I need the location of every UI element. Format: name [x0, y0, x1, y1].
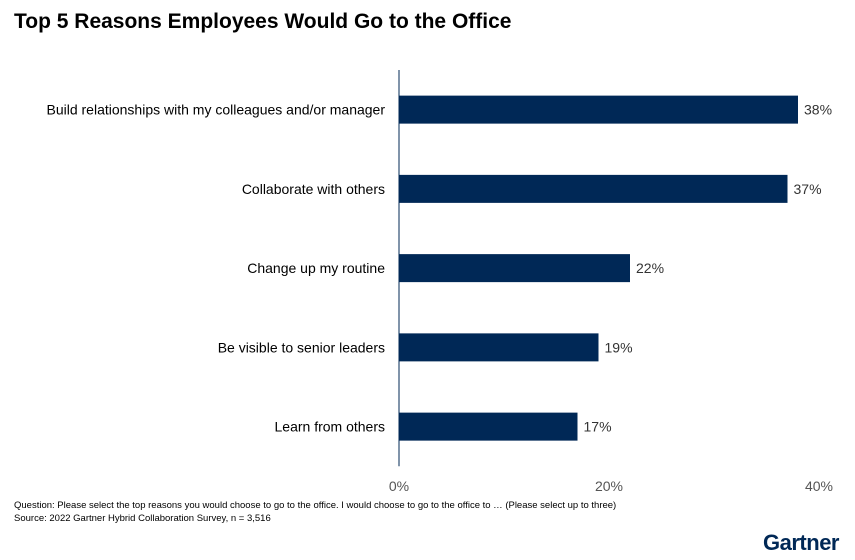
category-label: Change up my routine	[247, 260, 385, 276]
x-tick-label: 20%	[595, 478, 623, 494]
gartner-logo: Gartner	[763, 530, 839, 555]
x-tick-label: 40%	[805, 478, 833, 494]
data-label: 37%	[794, 181, 822, 197]
bar	[399, 254, 630, 283]
chart-title: Top 5 Reasons Employees Would Go to the …	[14, 10, 512, 33]
category-label: Collaborate with others	[242, 181, 385, 197]
data-label: 17%	[584, 419, 612, 435]
data-label: 22%	[636, 260, 664, 276]
source-note: Source: 2022 Gartner Hybrid Collaboratio…	[14, 513, 271, 524]
category-label: Be visible to senior leaders	[218, 339, 385, 355]
data-label: 38%	[804, 102, 832, 118]
bar	[399, 95, 798, 124]
category-label: Build relationships with my colleagues a…	[46, 102, 385, 118]
bar	[399, 174, 788, 203]
bar	[399, 333, 599, 362]
x-tick-label: 0%	[389, 478, 409, 494]
bar	[399, 412, 578, 441]
question-note: Question: Please select the top reasons …	[14, 500, 617, 511]
category-label: Learn from others	[275, 419, 386, 435]
data-label: 19%	[605, 339, 633, 355]
